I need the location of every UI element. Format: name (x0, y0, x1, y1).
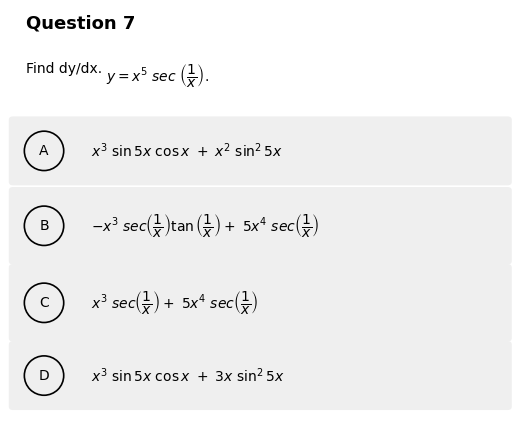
FancyBboxPatch shape (9, 187, 512, 265)
FancyBboxPatch shape (9, 341, 512, 410)
Text: C: C (39, 296, 49, 310)
Text: Find dy/dx.: Find dy/dx. (26, 62, 106, 76)
Text: $x^3\ \sin 5x\ \cos x\ +\ 3x\ \sin^2 5x$: $x^3\ \sin 5x\ \cos x\ +\ 3x\ \sin^2 5x$ (91, 366, 284, 385)
Text: D: D (39, 369, 49, 383)
Text: B: B (39, 219, 49, 233)
Text: $y = x^5\ \mathit{sec}\ \left(\dfrac{1}{x}\right).$: $y = x^5\ \mathit{sec}\ \left(\dfrac{1}{… (106, 62, 209, 89)
Text: $x^3\ \sin 5x\ \cos x\ +\ x^2\ \sin^2 5x$: $x^3\ \sin 5x\ \cos x\ +\ x^2\ \sin^2 5x… (91, 142, 282, 160)
FancyBboxPatch shape (9, 116, 512, 185)
Text: Question 7: Question 7 (26, 15, 135, 33)
Text: $x^3\ \mathit{sec}\left(\dfrac{1}{x}\right)+\ 5x^4\ \mathit{sec}\left(\dfrac{1}{: $x^3\ \mathit{sec}\left(\dfrac{1}{x}\rig… (91, 289, 258, 316)
FancyBboxPatch shape (9, 264, 512, 342)
Text: A: A (39, 144, 49, 158)
Text: $-x^3\ \mathit{sec}\left(\dfrac{1}{x}\right)\tan\left(\dfrac{1}{x}\right)+\ 5x^4: $-x^3\ \mathit{sec}\left(\dfrac{1}{x}\ri… (91, 212, 319, 239)
